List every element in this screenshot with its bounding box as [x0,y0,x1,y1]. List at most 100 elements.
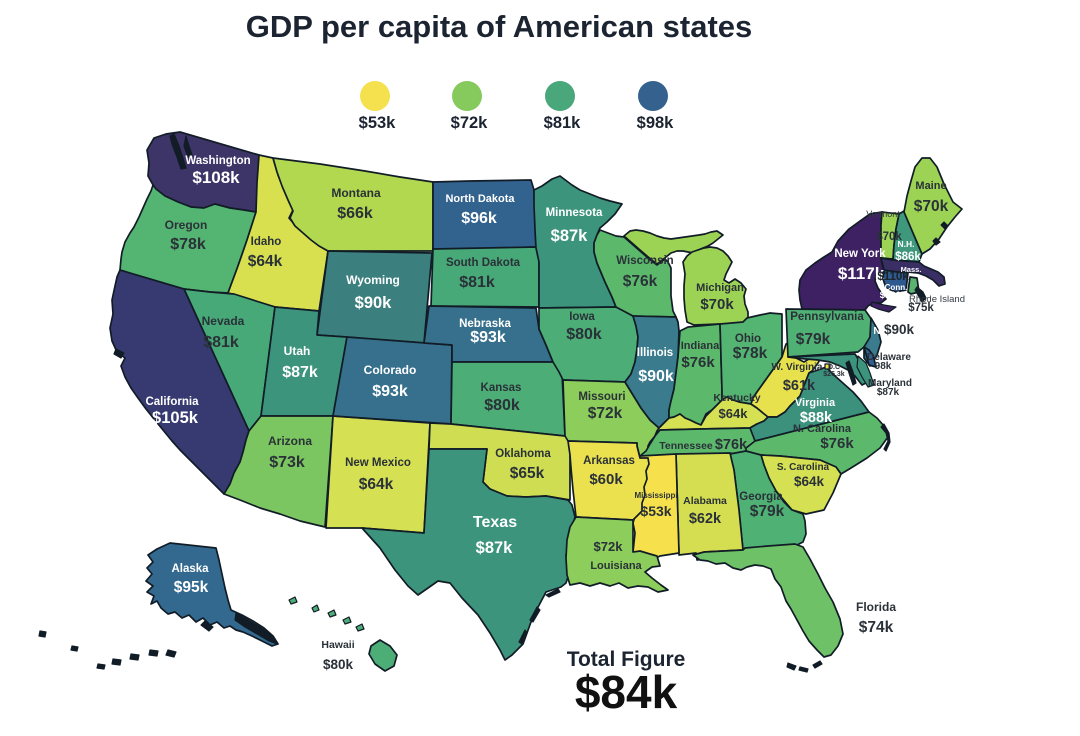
svg-text:Colorado: Colorado [364,363,417,377]
svg-text:Missouri: Missouri [578,391,625,403]
svg-text:Kentucky: Kentucky [713,392,760,404]
svg-text:Nebraska: Nebraska [459,318,511,330]
svg-text:$78k: $78k [170,236,206,253]
svg-text:Georgia: Georgia [739,491,783,503]
svg-text:$64k: $64k [248,253,283,270]
svg-text:$84k: $84k [575,666,678,718]
svg-text:$87k: $87k [551,227,589,245]
svg-text:$76k: $76k [681,354,715,371]
svg-text:$90k: $90k [355,294,393,312]
svg-text:$64k: $64k [794,474,825,489]
svg-text:$64k: $64k [719,406,749,421]
svg-text:$70k: $70k [876,231,902,243]
svg-text:$81k: $81k [459,274,495,291]
svg-text:$86k: $86k [895,251,921,263]
svg-text:$100k: $100k [880,290,907,301]
svg-text:$70k: $70k [700,296,734,313]
svg-text:$62k: $62k [689,511,722,527]
svg-text:$108k: $108k [192,168,240,187]
svg-text:$76k: $76k [623,273,658,290]
svg-text:98k: 98k [875,361,892,372]
svg-text:Michigan: Michigan [696,282,744,294]
svg-text:Iowa: Iowa [569,311,595,323]
svg-text:GDP per capita of American sta: GDP per capita of American states [246,9,753,44]
svg-text:Maine: Maine [915,180,946,192]
svg-text:$80k: $80k [484,397,520,414]
svg-text:Ohio: Ohio [735,333,761,345]
svg-text:Oklahoma: Oklahoma [495,448,551,460]
svg-text:$117k: $117k [838,264,885,283]
svg-text:$81k: $81k [203,334,239,351]
svg-text:$26.3k: $26.3k [823,371,845,378]
svg-text:S. Carolina: S. Carolina [777,462,830,473]
svg-text:Wisconsin: Wisconsin [616,255,673,267]
svg-text:Florida: Florida [856,600,896,614]
svg-text:$73k: $73k [269,454,305,471]
svg-text:South Dakota: South Dakota [446,257,521,269]
svg-text:$88k: $88k [800,410,833,426]
svg-text:$95k: $95k [174,579,209,596]
svg-text:D.C: D.C [828,364,840,371]
svg-text:Minnesota: Minnesota [546,207,603,219]
svg-text:N: N [873,326,880,337]
svg-text:N.H.: N.H. [898,239,915,249]
svg-text:$70k: $70k [914,198,949,215]
svg-text:Vermont: Vermont [866,209,900,219]
svg-text:$61k: $61k [783,378,816,394]
svg-text:Virginia: Virginia [795,397,836,409]
svg-text:Kansas: Kansas [481,382,522,394]
svg-text:$72k: $72k [588,405,623,422]
svg-text:Hawaii: Hawaii [321,639,354,651]
svg-text:Indiana: Indiana [681,340,720,352]
svg-text:$53k: $53k [359,114,397,132]
svg-text:$76k: $76k [820,435,854,452]
svg-text:Utah: Utah [284,344,311,358]
svg-text:Mass.: Mass. [901,265,922,274]
svg-text:Rhode Island: Rhode Island [909,294,965,305]
svg-text:Illinois: Illinois [637,347,673,359]
svg-text:Alabama: Alabama [683,495,727,507]
svg-text:Oregon: Oregon [165,218,208,232]
svg-text:$90k: $90k [638,368,674,385]
svg-text:Wyoming: Wyoming [346,273,400,287]
svg-text:$105k: $105k [152,409,199,427]
svg-text:$66k: $66k [337,205,373,222]
svg-text:$90k: $90k [884,322,915,337]
svg-text:$87k: $87k [476,539,514,557]
svg-text:$72k: $72k [451,114,489,132]
svg-text:$87k: $87k [282,364,318,381]
svg-text:$93k: $93k [372,383,408,400]
svg-text:$81k: $81k [544,114,582,132]
svg-text:Arkansas: Arkansas [583,455,635,467]
svg-text:Idaho: Idaho [251,236,282,248]
svg-text:Mississippi: Mississippi [634,491,677,500]
svg-text:Maryland: Maryland [868,378,912,389]
svg-text:Washington: Washington [185,155,250,167]
svg-text:$75k: $75k [908,302,934,314]
svg-text:$80k: $80k [566,326,602,343]
svg-text:Conn.: Conn. [885,283,908,292]
svg-text:$64k: $64k [359,476,394,493]
svg-text:$80k: $80k [323,657,354,672]
svg-text:$87k: $87k [877,387,900,398]
svg-text:$96k: $96k [461,210,497,227]
svg-text:New York: New York [834,248,886,260]
svg-text:Louisiana: Louisiana [590,560,642,572]
svg-text:California: California [145,396,199,408]
svg-text:W. Virginia: W. Virginia [772,362,823,373]
svg-text:$74k: $74k [859,619,894,636]
svg-text:Tennessee: Tennessee [659,440,713,452]
svg-text:N. Carolina: N. Carolina [793,423,852,435]
svg-text:$72k: $72k [594,539,624,554]
svg-text:$78k: $78k [733,345,768,362]
svg-text:New Mexico: New Mexico [345,457,411,469]
svg-text:Pennsylvania: Pennsylvania [790,311,864,323]
svg-text:North Dakota: North Dakota [445,193,515,205]
svg-text:$60k: $60k [589,471,623,488]
svg-text:$76k: $76k [715,437,748,453]
svg-text:$65k: $65k [510,465,545,482]
svg-text:Arizona: Arizona [268,434,312,448]
svg-text:$98k: $98k [637,114,675,132]
svg-text:Nevada: Nevada [202,314,245,328]
svg-text:Total Figure: Total Figure [567,648,686,671]
